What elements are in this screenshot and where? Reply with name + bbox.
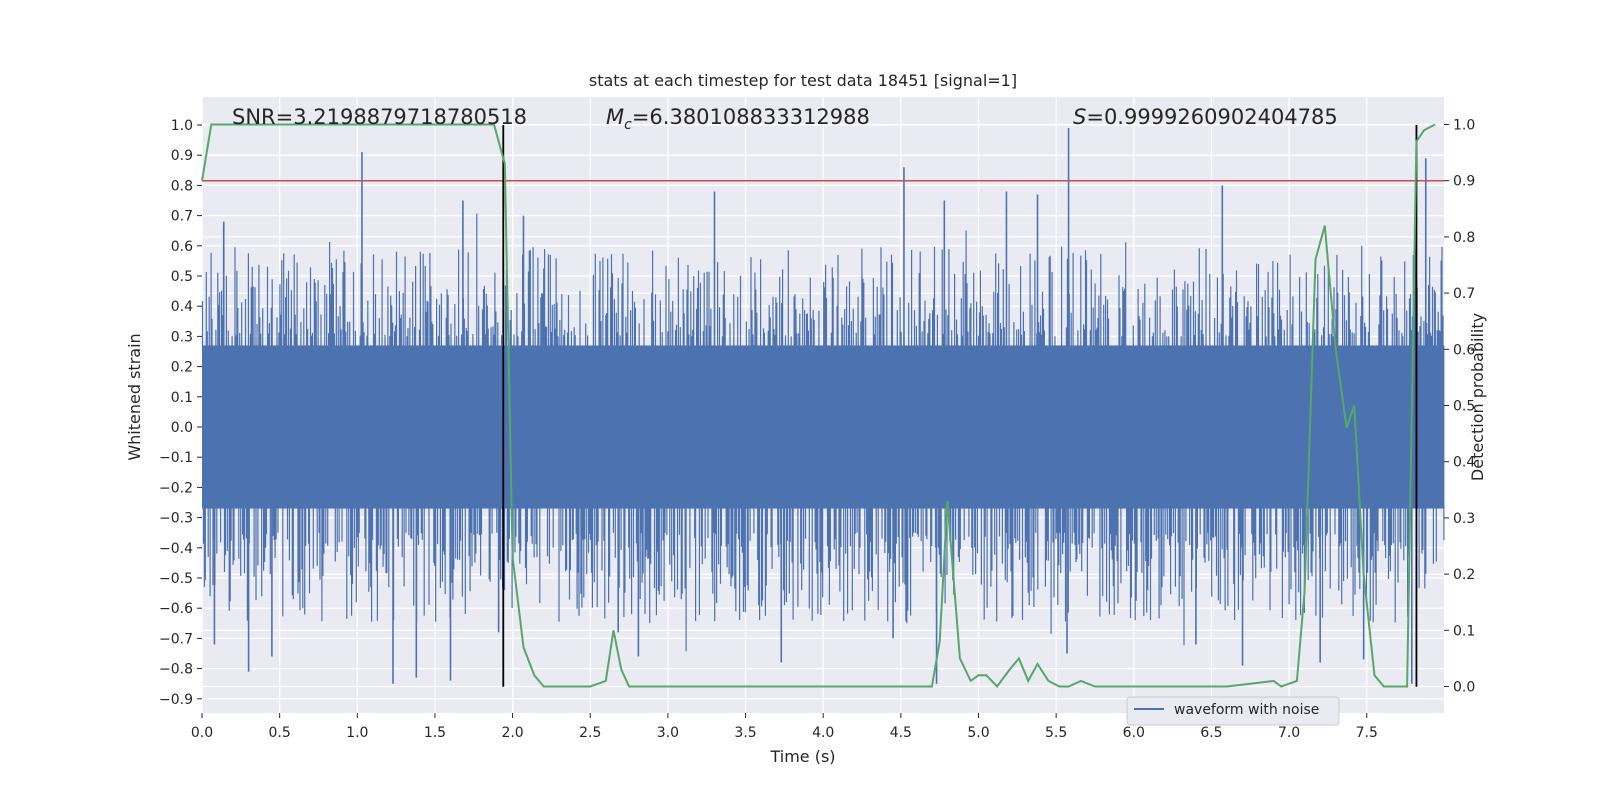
y-tick-label: −0.6 [159, 601, 193, 617]
right-axis-ticks: 1.0 0.9 0.8 0.7 0.6 0.5 0.4 0.3 0.2 0.1 0.0 [1444, 118, 1475, 696]
y-tick-label: −0.2 [159, 480, 193, 496]
y-tick-label: 0.2 [171, 360, 193, 376]
x-tick-label: 3.0 [657, 725, 679, 741]
right-tick-label: 0.3 [1453, 511, 1475, 527]
x-tick-label: 2.5 [579, 725, 601, 741]
x-tick-label: 1.5 [424, 725, 446, 741]
y-tick-label: 1.0 [171, 118, 193, 134]
right-tick-label: 0.0 [1453, 680, 1475, 696]
legend-label: waveform with noise [1174, 702, 1319, 718]
right-tick-label: 0.6 [1453, 342, 1475, 358]
x-axis-label: Time (s) [769, 747, 835, 766]
y-tick-label: 0.0 [171, 420, 193, 436]
probability-series-line [201, 123, 1436, 689]
x-tick-label: 7.5 [1356, 725, 1378, 741]
y-tick-label: 0.4 [171, 299, 193, 315]
x-tick-label: 6.5 [1200, 725, 1222, 741]
y-tick-label: −0.3 [159, 511, 193, 527]
x-tick-label: 0.5 [269, 725, 291, 741]
x-tick-label: 5.0 [967, 725, 989, 741]
right-tick-label: 0.9 [1453, 174, 1475, 190]
right-tick-label: 0.7 [1453, 286, 1475, 302]
chirp-mass-symbol: M [606, 105, 624, 129]
y-tick-label: 0.5 [171, 269, 193, 285]
right-tick-label: 0.1 [1453, 623, 1475, 639]
x-tick-label: 2.0 [501, 725, 523, 741]
s-symbol: S [1073, 105, 1086, 129]
right-tick-label: 0.4 [1453, 455, 1475, 471]
x-tick-label: 0.0 [191, 725, 213, 741]
y-tick-label: 0.9 [171, 148, 193, 164]
waveform-series [201, 128, 1445, 684]
chirp-mass-annotation: Mc=6.380108833312988 [606, 105, 870, 133]
x-tick-label: 4.5 [890, 725, 912, 741]
x-tick-label: 1.0 [346, 725, 368, 741]
y-tick-label: 0.1 [171, 390, 193, 406]
right-tick-label: 1.0 [1453, 118, 1475, 134]
y-tick-label: −0.9 [159, 692, 193, 708]
chirp-mass-value: =6.380108833312988 [632, 105, 870, 129]
y-tick-label: −0.5 [159, 571, 193, 587]
snr-annotation: SNR=3.2198879718780518 [232, 105, 527, 129]
vertical-markers [502, 125, 1418, 687]
y-tick-label: 0.8 [171, 178, 193, 194]
x-tick-label: 5.5 [1045, 725, 1067, 741]
waveform-core-band [202, 345, 1445, 509]
right-tick-label: 0.2 [1453, 567, 1475, 583]
waveform-noise-lines [201, 213, 1445, 652]
plot-area [201, 97, 1445, 713]
x-tick-label: 3.5 [734, 725, 756, 741]
y-tick-label: 0.3 [171, 329, 193, 345]
x-tick-label: 4.0 [812, 725, 834, 741]
right-tick-label: 0.8 [1453, 230, 1475, 246]
s-value: =0.9999260902404785 [1086, 105, 1337, 129]
right-axis-label: Detection probability [1468, 313, 1487, 481]
y-tick-label: −0.1 [159, 450, 193, 466]
y-tick-label: −0.8 [159, 662, 193, 678]
legend: waveform with noise [1126, 696, 1340, 726]
y-tick-label: −0.7 [159, 631, 193, 647]
y-tick-label: 0.7 [171, 209, 193, 225]
legend-box [1126, 696, 1340, 726]
chart-title: stats at each timestep for test data 184… [589, 71, 1017, 90]
y-tick-label: −0.4 [159, 541, 193, 557]
x-axis-ticks: 0.0 0.5 1.0 1.5 2.0 2.5 3.0 3.5 4.0 4.5 5.0 5.5 6.0 6… [191, 713, 1378, 741]
x-tick-label: 6.0 [1123, 725, 1145, 741]
right-tick-label: 0.5 [1453, 399, 1475, 415]
snr-probability-annotation: S=0.9999260902404785 [1073, 105, 1338, 129]
y-tick-label: 0.6 [171, 239, 193, 255]
y-axis-label: Whitened strain [125, 333, 144, 460]
chirp-mass-subscript: c [624, 117, 632, 133]
y-axis-ticks: 1.0 0.9 0.8 0.7 0.6 0.5 0.4 0.3 0.2 0.1 0.0 −0.1 −0.… [159, 118, 202, 708]
x-tick-label: 7.0 [1278, 725, 1300, 741]
